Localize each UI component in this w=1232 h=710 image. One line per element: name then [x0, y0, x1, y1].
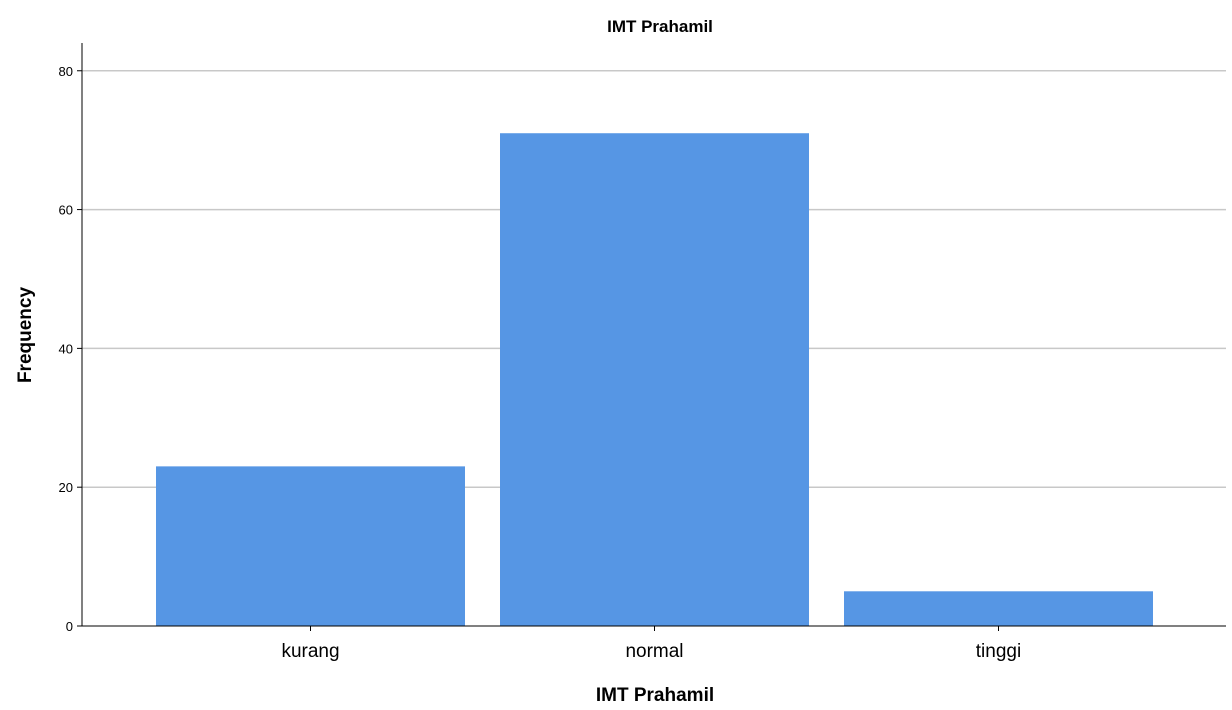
x-axis-ticks: kurang normal tinggi [281, 626, 1021, 662]
bar-tinggi [844, 591, 1153, 626]
y-tick-label: 20 [59, 480, 73, 495]
y-axis-title: Frequency [15, 287, 36, 384]
chart-title: IMT Prahamil [607, 17, 713, 36]
bar-kurang [156, 466, 465, 626]
y-tick-label: 60 [59, 203, 73, 218]
y-axis-ticks: 0 20 40 60 80 [59, 64, 82, 634]
y-tick-label: 80 [59, 64, 73, 79]
y-tick-label: 0 [66, 619, 73, 634]
x-axis-title: IMT Prahamil [596, 685, 714, 706]
x-tick-label-tinggi: tinggi [976, 641, 1021, 662]
x-tick-label-normal: normal [625, 641, 683, 662]
bar-normal [500, 133, 809, 626]
x-tick-label-kurang: kurang [281, 641, 339, 662]
y-tick-label: 40 [59, 341, 73, 356]
bars [156, 133, 1153, 626]
